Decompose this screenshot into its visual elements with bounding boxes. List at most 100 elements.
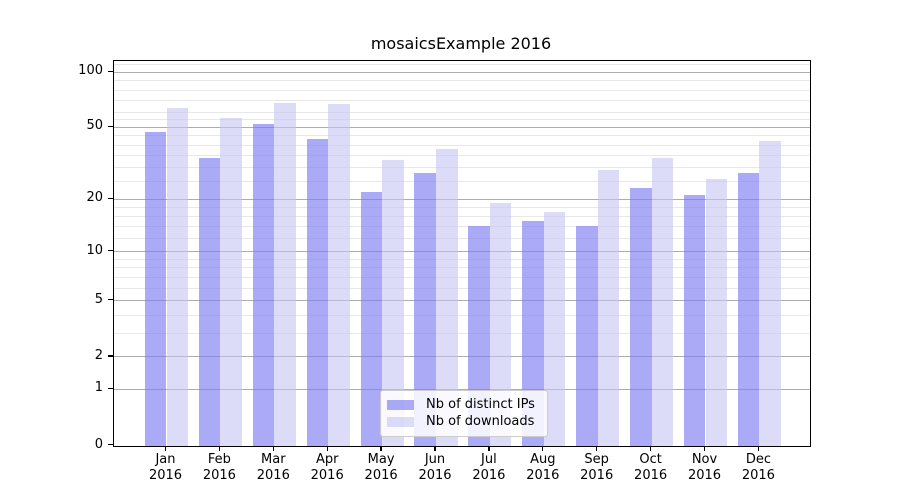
bar-distinct-ips — [306, 139, 329, 446]
minor-gridline — [114, 155, 810, 157]
x-tick-mark — [272, 446, 274, 451]
bar-downloads — [220, 118, 242, 446]
x-tick-mark — [757, 446, 760, 451]
minor-gridline — [114, 267, 810, 269]
bar-distinct-ips — [522, 221, 544, 446]
minor-gridline — [114, 225, 810, 227]
x-tick-mark — [488, 446, 490, 451]
minor-gridline — [114, 144, 810, 146]
x-tick-mark — [164, 446, 167, 451]
y-tick-mark — [108, 250, 113, 252]
legend-swatch-distinct-ips — [387, 399, 414, 410]
bar-distinct-ips — [630, 188, 652, 446]
bar-distinct-ips — [252, 124, 275, 446]
x-tick-label: Dec 2016 — [741, 452, 775, 483]
major-gridline — [114, 300, 810, 302]
x-tick-mark — [596, 446, 598, 451]
x-tick-mark — [218, 446, 221, 451]
y-tick-mark — [108, 355, 113, 357]
major-gridline — [114, 126, 810, 128]
y-tick-mark — [108, 299, 113, 301]
bar-downloads — [436, 149, 458, 446]
legend-item-downloads: Nb of downloads — [387, 414, 541, 432]
chart-title: mosaicsExample 2016 — [370, 34, 552, 53]
major-gridline — [114, 388, 810, 390]
y-tick-mark — [108, 70, 113, 73]
bar-downloads — [705, 178, 728, 446]
bar-downloads — [274, 103, 296, 446]
x-tick-mark — [326, 446, 328, 451]
minor-gridline — [114, 181, 810, 183]
x-tick-mark — [542, 446, 544, 451]
x-tick-mark — [380, 446, 382, 451]
bar-downloads — [597, 170, 620, 446]
x-tick-mark — [434, 446, 436, 451]
plot-area: Nb of distinct IPs Nb of downloads — [113, 60, 811, 447]
minor-gridline — [114, 215, 810, 217]
minor-gridline — [114, 119, 810, 121]
y-tick-label: 0 — [94, 436, 103, 452]
legend: Nb of distinct IPs Nb of downloads — [380, 390, 548, 437]
bar-downloads — [651, 157, 674, 446]
legend-label-downloads: Nb of downloads — [426, 414, 535, 430]
minor-gridline — [114, 80, 810, 82]
minor-gridline — [114, 287, 810, 289]
bar-downloads — [759, 141, 781, 446]
legend-swatch-downloads — [387, 417, 414, 428]
bar-distinct-ips — [737, 173, 760, 446]
minor-gridline — [114, 276, 810, 278]
bar-downloads — [382, 160, 404, 446]
minor-gridline — [114, 89, 810, 91]
bar-distinct-ips — [683, 195, 706, 446]
bar-distinct-ips — [144, 132, 167, 446]
major-gridline — [114, 198, 810, 200]
x-tick-mark — [703, 446, 706, 451]
x-tick-label: May 2016 — [364, 452, 398, 483]
y-tick-label: 10 — [86, 242, 103, 258]
x-tick-label: Jun 2016 — [418, 452, 452, 483]
x-tick-label: Jul 2016 — [472, 452, 506, 483]
bar-downloads — [489, 203, 512, 446]
x-tick-label: Oct 2016 — [634, 452, 668, 483]
bar-downloads — [166, 107, 189, 446]
y-tick-mark — [108, 444, 113, 446]
y-tick-mark — [108, 125, 113, 128]
y-tick-mark — [108, 197, 113, 200]
minor-gridline — [114, 237, 810, 239]
bar-distinct-ips — [360, 191, 383, 446]
minor-gridline — [114, 258, 810, 260]
bar-distinct-ips — [576, 226, 598, 446]
y-tick-label: 1 — [94, 380, 103, 396]
minor-gridline — [114, 64, 810, 66]
major-gridline — [114, 71, 810, 73]
bar-distinct-ips — [414, 173, 436, 446]
y-tick-label: 5 — [94, 291, 103, 307]
x-tick-label: Apr 2016 — [310, 452, 344, 483]
y-tick-label: 100 — [78, 63, 103, 79]
minor-gridline — [114, 135, 810, 137]
minor-gridline — [114, 314, 810, 316]
minor-gridline — [114, 167, 810, 169]
x-tick-label: Nov 2016 — [687, 452, 722, 483]
major-gridline — [114, 251, 810, 253]
x-tick-label: Mar 2016 — [256, 452, 290, 483]
major-gridline — [114, 356, 810, 358]
bar-downloads — [328, 104, 350, 446]
y-tick-label: 2 — [94, 347, 103, 363]
x-tick-label: Aug 2016 — [526, 452, 560, 483]
y-tick-label: 20 — [86, 190, 103, 206]
x-tick-label: Jan 2016 — [148, 452, 183, 483]
x-tick-mark — [649, 446, 652, 451]
minor-gridline — [114, 112, 810, 114]
bar-downloads — [543, 211, 566, 446]
y-tick-label: 50 — [86, 118, 103, 134]
minor-gridline — [114, 206, 810, 208]
minor-gridline — [114, 332, 810, 334]
legend-label-distinct-ips: Nb of distinct IPs — [426, 396, 535, 412]
x-tick-label: Sep 2016 — [580, 452, 614, 483]
y-tick-mark — [108, 387, 113, 390]
bar-distinct-ips — [198, 157, 221, 446]
x-tick-label: Feb 2016 — [202, 452, 236, 483]
minor-gridline — [114, 100, 810, 102]
